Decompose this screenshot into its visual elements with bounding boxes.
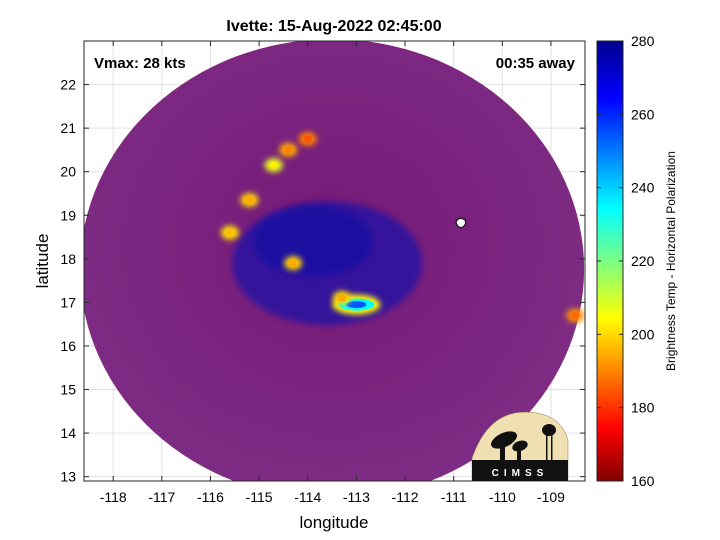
y-tick-label: 15 [60, 382, 76, 398]
feature-core [269, 161, 278, 169]
feature-core [346, 301, 367, 309]
swath-image [84, 41, 585, 481]
colorbar-tick-label: 280 [631, 33, 655, 49]
feature-core [571, 311, 580, 319]
y-axis-label: latitude [33, 234, 52, 289]
feature-blob [298, 132, 317, 147]
y-tick-label: 13 [60, 469, 76, 485]
y-tick-label: 14 [60, 425, 76, 441]
island-outline [455, 217, 467, 228]
x-tick-label: -113 [343, 489, 370, 505]
time-away-label: 00:35 away [496, 55, 576, 72]
x-tick-label: -109 [537, 489, 565, 505]
x-tick-label: -116 [197, 489, 224, 505]
x-tick-label: -118 [100, 489, 127, 505]
feature-blob [220, 225, 239, 240]
axis-ticks: -118 -117 -116 -115 -114 -113 -112 -111 -110 -109… [60, 41, 585, 505]
land-outline [455, 217, 467, 228]
feature-core [303, 135, 312, 143]
y-tick-label: 22 [60, 77, 76, 93]
feature-blob [240, 193, 259, 208]
chart-title: Ivette: 15-Aug-2022 02:45:00 [226, 18, 441, 35]
y-tick-label: 16 [60, 338, 76, 354]
feature-core [337, 294, 346, 302]
colorbar-tick-label: 220 [631, 253, 655, 269]
feature-blob [566, 308, 585, 323]
x-tick-label: -117 [148, 489, 175, 505]
colorbar-ticks: 280 260 240 220 200 180 160 [597, 33, 655, 489]
x-axis-label: longitude [299, 513, 368, 532]
cimss-logo: CIMSS [471, 411, 569, 482]
y-tick-label: 18 [60, 251, 76, 267]
feature-core [225, 229, 234, 237]
y-tick-label: 20 [60, 164, 76, 180]
x-tick-label: -110 [489, 489, 516, 505]
colorbar-tick-label: 240 [631, 180, 655, 196]
x-tick-label: -111 [441, 489, 467, 505]
x-tick-label: -114 [294, 489, 321, 505]
vmax-label: Vmax: 28 kts [94, 55, 186, 72]
water-tower-icon [542, 424, 556, 460]
feature-blob [284, 256, 303, 271]
colorbar-tick-label: 200 [631, 326, 655, 342]
feature-blob [264, 158, 283, 173]
x-tick-label: -115 [246, 489, 273, 505]
colorbar-tick-label: 260 [631, 106, 655, 122]
logo-text: CIMSS [492, 468, 549, 479]
colorbar: 280 260 240 220 200 180 160 Brightness Temp - … [596, 33, 678, 489]
feature-blob [279, 142, 298, 157]
feature-blob [332, 291, 351, 306]
y-tick-label: 17 [60, 294, 76, 310]
feature-core [245, 196, 254, 204]
satellite-dish-icon [490, 431, 528, 460]
colorbar-tick-label: 160 [631, 473, 655, 489]
y-tick-label: 21 [60, 120, 76, 136]
y-tick-label: 19 [60, 207, 76, 223]
colorbar-tick-label: 180 [631, 400, 655, 416]
feature-core [289, 259, 298, 267]
feature-core [284, 146, 293, 154]
dark-band [252, 206, 373, 277]
axes-frame [83, 40, 586, 482]
x-tick-label: -112 [392, 489, 419, 505]
plot-area: -118 -117 -116 -115 -114 -113 -112 -111 -110 -109… [60, 40, 586, 505]
colorbar-ramp [596, 40, 624, 482]
colorbar-label: Brightness Temp - Horizontal Polarizatio… [664, 151, 678, 371]
